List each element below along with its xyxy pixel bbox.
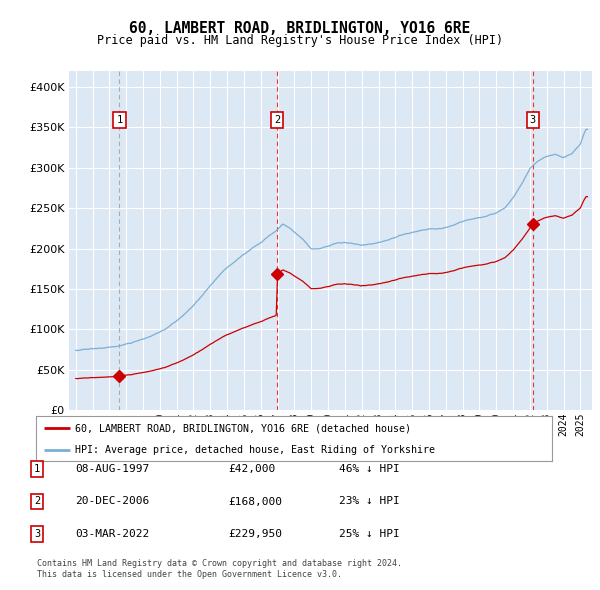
Text: 3: 3 <box>530 115 536 125</box>
Text: 60, LAMBERT ROAD, BRIDLINGTON, YO16 6RE (detached house): 60, LAMBERT ROAD, BRIDLINGTON, YO16 6RE … <box>74 423 410 433</box>
Text: This data is licensed under the Open Government Licence v3.0.: This data is licensed under the Open Gov… <box>37 571 342 579</box>
Text: 23% ↓ HPI: 23% ↓ HPI <box>339 497 400 506</box>
Text: £42,000: £42,000 <box>228 464 275 474</box>
Text: £229,950: £229,950 <box>228 529 282 539</box>
Text: £168,000: £168,000 <box>228 497 282 506</box>
Text: Price paid vs. HM Land Registry's House Price Index (HPI): Price paid vs. HM Land Registry's House … <box>97 34 503 47</box>
Text: Contains HM Land Registry data © Crown copyright and database right 2024.: Contains HM Land Registry data © Crown c… <box>37 559 402 568</box>
Text: 3: 3 <box>34 529 40 539</box>
Text: 20-DEC-2006: 20-DEC-2006 <box>75 497 149 506</box>
Text: 2: 2 <box>34 497 40 506</box>
Text: 1: 1 <box>116 115 122 125</box>
Text: 2: 2 <box>274 115 280 125</box>
Text: 25% ↓ HPI: 25% ↓ HPI <box>339 529 400 539</box>
Text: 03-MAR-2022: 03-MAR-2022 <box>75 529 149 539</box>
Text: 60, LAMBERT ROAD, BRIDLINGTON, YO16 6RE: 60, LAMBERT ROAD, BRIDLINGTON, YO16 6RE <box>130 21 470 35</box>
Text: HPI: Average price, detached house, East Riding of Yorkshire: HPI: Average price, detached house, East… <box>74 445 434 455</box>
Text: 1: 1 <box>34 464 40 474</box>
Text: 08-AUG-1997: 08-AUG-1997 <box>75 464 149 474</box>
Text: 46% ↓ HPI: 46% ↓ HPI <box>339 464 400 474</box>
